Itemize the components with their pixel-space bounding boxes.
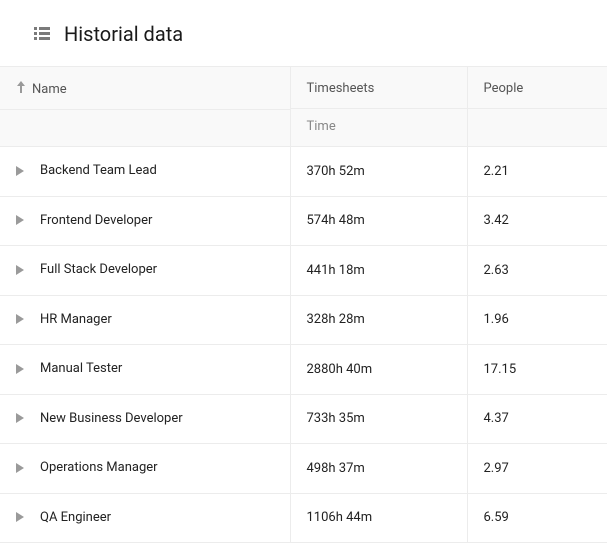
table-row[interactable]: Backend Team Lead 370h 52m2.21 (0, 147, 607, 197)
table-row[interactable]: New Business Developer 733h 35m4.37 (0, 394, 607, 444)
cell-name: Full Stack Developer (0, 246, 290, 296)
column-label: People (484, 81, 524, 96)
expand-icon[interactable] (16, 364, 24, 374)
expand-icon[interactable] (16, 463, 24, 473)
row-name: HR Manager (40, 312, 112, 327)
table-row[interactable]: Frontend Developer 574h 48m3.42 (0, 196, 607, 246)
column-subheader-blank (468, 108, 607, 144)
cell-name: Frontend Developer (0, 196, 290, 246)
cell-name: Operations Manager (0, 444, 290, 494)
cell-people: 6.59 (467, 493, 607, 543)
list-icon (34, 27, 50, 41)
cell-name: Manual Tester (0, 345, 290, 395)
expand-icon[interactable] (16, 512, 24, 522)
cell-name: QA Engineer (0, 493, 290, 543)
expand-icon[interactable] (16, 413, 24, 423)
cell-time: 2880h 40m (290, 345, 467, 395)
cell-name: New Business Developer (0, 394, 290, 444)
expand-icon[interactable] (16, 166, 24, 176)
row-name: Full Stack Developer (40, 262, 157, 277)
page-title: Historial data (64, 22, 183, 46)
table-row[interactable]: QA Engineer 1106h 44m6.59 (0, 493, 607, 543)
cell-time: 574h 48m (290, 196, 467, 246)
cell-name: Backend Team Lead (0, 147, 290, 197)
cell-time: 733h 35m (290, 394, 467, 444)
column-header-timesheets[interactable]: Timesheets Time (290, 67, 467, 147)
cell-people: 17.15 (467, 345, 607, 395)
column-label: Timesheets (307, 81, 375, 96)
table-row[interactable]: Manual Tester 2880h 40m17.15 (0, 345, 607, 395)
page-header: Historial data (0, 0, 607, 66)
cell-people: 1.96 (467, 295, 607, 345)
column-sublabel: Time (307, 119, 336, 134)
cell-time: 498h 37m (290, 444, 467, 494)
cell-people: 4.37 (467, 394, 607, 444)
cell-people: 2.21 (467, 147, 607, 197)
table-row[interactable]: HR Manager 328h 28m1.96 (0, 295, 607, 345)
column-label: Name (32, 82, 67, 97)
cell-people: 3.42 (467, 196, 607, 246)
cell-name: HR Manager (0, 295, 290, 345)
row-name: Operations Manager (40, 460, 158, 475)
column-header-name[interactable]: Name (0, 67, 290, 147)
data-table: Name Timesheets Time People Backend Team… (0, 66, 607, 543)
cell-people: 2.97 (467, 444, 607, 494)
column-subheader-blank (0, 109, 290, 145)
row-name: Frontend Developer (40, 213, 152, 228)
expand-icon[interactable] (16, 314, 24, 324)
table-row[interactable]: Operations Manager 498h 37m2.97 (0, 444, 607, 494)
row-name: New Business Developer (40, 411, 183, 426)
cell-time: 1106h 44m (290, 493, 467, 543)
cell-people: 2.63 (467, 246, 607, 296)
column-header-people[interactable]: People (467, 67, 607, 147)
cell-time: 370h 52m (290, 147, 467, 197)
expand-icon[interactable] (16, 215, 24, 225)
row-name: QA Engineer (40, 510, 111, 525)
expand-icon[interactable] (16, 265, 24, 275)
row-name: Backend Team Lead (40, 163, 157, 178)
table-row[interactable]: Full Stack Developer 441h 18m2.63 (0, 246, 607, 296)
cell-time: 328h 28m (290, 295, 467, 345)
cell-time: 441h 18m (290, 246, 467, 296)
sort-asc-icon (16, 81, 26, 97)
row-name: Manual Tester (40, 361, 122, 376)
